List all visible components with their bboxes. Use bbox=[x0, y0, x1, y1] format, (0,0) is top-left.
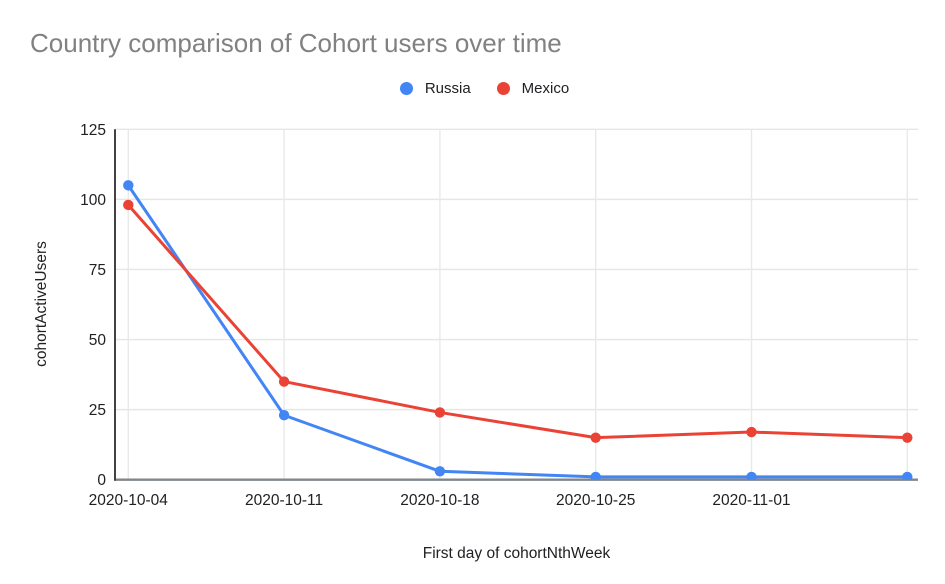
svg-text:125: 125 bbox=[80, 122, 106, 139]
svg-text:2020-10-25: 2020-10-25 bbox=[556, 492, 635, 509]
svg-text:2020-10-18: 2020-10-18 bbox=[400, 492, 479, 509]
svg-text:25: 25 bbox=[89, 402, 106, 419]
svg-text:2020-11-01: 2020-11-01 bbox=[712, 492, 790, 509]
mexico-series-swatch-icon bbox=[496, 81, 510, 95]
legend-label-mexico: Mexico bbox=[521, 79, 570, 97]
svg-text:0: 0 bbox=[97, 472, 106, 489]
svg-text:50: 50 bbox=[89, 332, 107, 349]
legend-item-russia[interactable]: Russia bbox=[399, 79, 471, 97]
x-axis-title: First day of cohortNthWeek bbox=[422, 545, 611, 562]
chart-legend: Russia Mexico bbox=[12, 78, 945, 98]
y-axis-title: cohortActiveUsers bbox=[33, 241, 50, 367]
chart-title: Country comparison of Cohort users over … bbox=[30, 28, 562, 58]
svg-text:100: 100 bbox=[80, 192, 106, 209]
svg-text:75: 75 bbox=[89, 262, 106, 279]
svg-text:2020-10-11: 2020-10-11 bbox=[245, 492, 323, 509]
legend-label-russia: Russia bbox=[424, 79, 471, 97]
legend-item-mexico[interactable]: Mexico bbox=[496, 79, 570, 97]
svg-text:2020-10-04: 2020-10-04 bbox=[89, 492, 169, 509]
russia-series-swatch-icon bbox=[399, 81, 413, 95]
